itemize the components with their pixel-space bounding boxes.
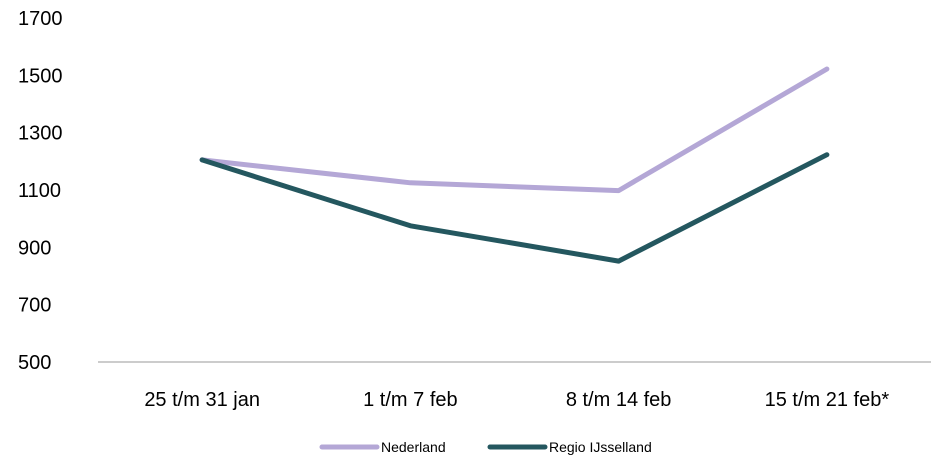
series-line-0 — [199, 66, 830, 194]
series-lines — [199, 66, 830, 264]
x-tick-label: 1 t/m 7 feb — [363, 389, 458, 411]
legend-label-0: Nederland — [381, 439, 446, 455]
y-axis-ticks: 500 700 900 1100 1300 1500 1700 — [18, 8, 63, 374]
x-tick-label: 8 t/m 14 feb — [566, 389, 672, 411]
y-tick-label: 900 — [18, 237, 51, 259]
y-tick-label: 1700 — [18, 8, 63, 30]
y-tick-label: 700 — [18, 295, 51, 317]
x-tick-label: 25 t/m 31 jan — [144, 389, 260, 411]
y-tick-label: 500 — [18, 352, 51, 374]
x-tick-label: 15 t/m 21 feb* — [765, 389, 890, 411]
y-tick-label: 1100 — [18, 180, 61, 202]
legend-label-1: Regio IJsselland — [549, 439, 652, 455]
legend: Nederland Regio IJsselland — [319, 439, 652, 455]
y-tick-label: 1300 — [18, 123, 63, 145]
series-line-1 — [199, 152, 830, 264]
x-axis-ticks: 25 t/m 31 jan 1 t/m 7 feb 8 t/m 14 feb 15 t… — [144, 389, 889, 411]
y-tick-label: 1500 — [18, 65, 63, 87]
